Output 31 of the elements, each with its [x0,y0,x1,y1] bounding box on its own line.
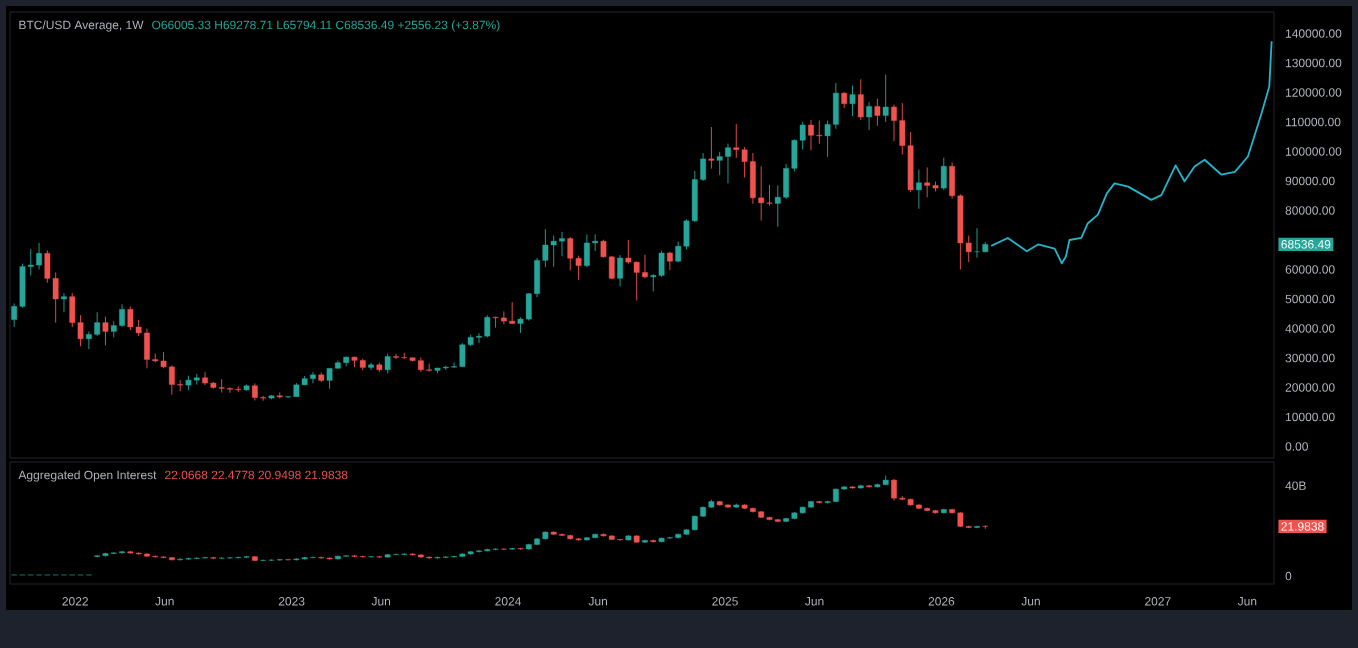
candlestick [758,165,765,221]
candlestick [882,74,889,123]
candlestick [924,167,931,198]
candlestick [766,184,773,207]
candlestick [625,239,632,265]
candlestick [658,250,665,278]
candlestick [127,305,134,331]
candlestick [733,123,740,159]
candlestick [550,235,557,268]
candlestick [708,126,715,170]
candlestick [94,311,101,337]
candlestick [102,316,109,346]
candlestick [633,261,640,301]
candlestick [61,292,67,313]
candlestick [874,98,881,127]
candlestick [940,157,947,191]
candlestick [916,169,922,210]
candlestick [584,233,590,268]
candlestick [849,85,856,117]
candlestick [567,236,574,271]
candlestick [218,378,225,393]
candlestick [866,101,872,131]
candlestick [857,78,864,121]
candlestick [716,151,723,176]
candlestick [492,316,499,329]
candlestick [326,367,333,390]
candlestick [617,254,623,287]
line-series [990,40,1273,265]
candlestick [816,120,823,145]
candlestick [168,364,175,396]
candlestick [384,353,391,374]
